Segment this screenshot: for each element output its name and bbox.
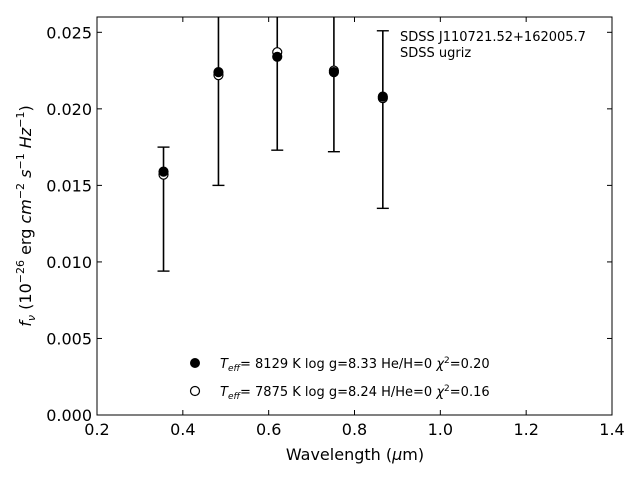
x-tick-label: 1.0 bbox=[428, 420, 453, 439]
data-point-filled bbox=[328, 67, 339, 78]
y-tick-label: 0.000 bbox=[46, 406, 92, 425]
x-tick-label: 0.6 bbox=[256, 420, 281, 439]
annotation-line-2: SDSS ugriz bbox=[400, 46, 471, 61]
x-tick-label: 1.2 bbox=[513, 420, 538, 439]
y-tick-label: 0.025 bbox=[46, 23, 92, 42]
x-tick-label: 0.2 bbox=[84, 420, 109, 439]
plot-area bbox=[97, 17, 612, 415]
annotation-line-1: SDSS J110721.52+162005.7 bbox=[400, 30, 586, 45]
data-point-filled bbox=[158, 166, 169, 177]
data-point-filled bbox=[377, 91, 388, 102]
y-tick-label: 0.010 bbox=[46, 253, 92, 272]
markers-group bbox=[158, 47, 388, 180]
y-tick-label: 0.020 bbox=[46, 100, 92, 119]
legend-marker-filled bbox=[190, 358, 200, 368]
x-axis-label: Wavelength (μm) bbox=[286, 445, 424, 464]
x-tick-label: 1.4 bbox=[599, 420, 624, 439]
data-point-filled bbox=[272, 51, 283, 62]
plot-frame bbox=[96, 16, 613, 416]
y-tick-label: 0.005 bbox=[46, 329, 92, 348]
legend-entry-open: Teff= 7875 K log g=8.24 H/He=0 χ2=0.16 bbox=[220, 384, 490, 402]
y-ticks-group: 0.000 0.005 0.010 0.015 0.020 0.025 bbox=[46, 23, 612, 425]
legend-entry-filled: Teff= 8129 K log g=8.33 He/H=0 χ2=0.20 bbox=[220, 356, 490, 374]
data-point-filled bbox=[213, 67, 224, 78]
y-tick-label: 0.015 bbox=[46, 176, 92, 195]
errorbars-group bbox=[157, 17, 389, 272]
y-axis-label: fν (10−26 erg cm−2 s−1 Hz−1) bbox=[14, 105, 38, 326]
x-ticks-group: 0.2 0.4 0.6 0.8 1.0 1.2 1.4 bbox=[84, 17, 625, 439]
x-tick-label: 0.8 bbox=[342, 420, 367, 439]
x-tick-label: 0.4 bbox=[170, 420, 195, 439]
legend-marker-open bbox=[189, 385, 201, 397]
